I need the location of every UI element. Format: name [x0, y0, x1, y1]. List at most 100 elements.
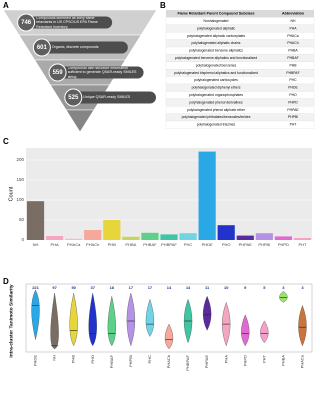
bar: [160, 234, 178, 240]
table-cell: polyhalogenated carbocycles: [194, 78, 238, 82]
funnel-count: 601: [37, 45, 48, 51]
funnel-text-box: Compounds with structure information suf…: [67, 66, 137, 79]
x-tick-label: PHDE: [33, 355, 38, 366]
count-label: 97: [52, 285, 57, 290]
x-tick-label: PHDE: [202, 242, 213, 247]
x-tick-label: PHO: [90, 355, 95, 364]
table-cell: polyhalogenated benzene aliphatics and f…: [175, 56, 257, 60]
x-tick-label: PHBPAF: [161, 242, 177, 247]
table-cell: Nonhalogenated: [204, 19, 229, 23]
table-cell: polyhalogenated aliphatic: [197, 26, 236, 30]
x-tick-label: PHB: [71, 355, 76, 364]
x-tick-label: PHT: [261, 354, 266, 363]
table-cell: NH: [291, 19, 296, 23]
table-cell: PHDE: [288, 86, 298, 90]
panel-label: C: [3, 137, 9, 146]
count-label: 9: [244, 285, 247, 290]
table-cell: PHBA: [288, 49, 298, 53]
bar: [217, 225, 235, 240]
x-tick-label: PHACa: [300, 354, 305, 368]
x-tick-label: PHBPAF: [185, 354, 190, 370]
count-label: 221: [32, 285, 39, 290]
x-tick-label: PHPBI: [128, 355, 133, 367]
table-cell: PHT: [290, 123, 297, 127]
x-tick-label: PHBAF: [109, 354, 114, 368]
count-label: 11: [205, 285, 210, 290]
y-tick-label: 200: [16, 157, 24, 162]
count-label: 17: [148, 285, 153, 290]
x-tick-label: PHBA: [125, 242, 136, 247]
x-tick-label: PHC: [184, 242, 193, 247]
count-label: 5: [263, 285, 266, 290]
funnel-badge: [32, 38, 51, 57]
y-tick-label: 0: [21, 237, 24, 242]
table-row-bg: [165, 120, 315, 129]
table-cell: polyhalogenated benzenes: [196, 63, 237, 67]
x-tick-label: PHT: [298, 242, 307, 247]
table-cell: polyhalogenated aliphatic carboxylates: [187, 34, 246, 38]
count-label: 50: [71, 285, 76, 290]
count-label: 37: [91, 285, 96, 290]
funnel-count: 525: [68, 95, 79, 101]
count-label: 17: [129, 285, 134, 290]
funnel-text-box: Organic, discrete compounds: [51, 45, 99, 50]
table-cell: PHPBI: [288, 115, 298, 119]
bar: [255, 233, 273, 240]
funnel-text: Unique QSAR-ready SMILES: [83, 95, 131, 100]
violin: [241, 314, 250, 347]
table-cell: PHACh: [287, 41, 298, 45]
table-cell: polyhalogenated organophosphates: [189, 93, 243, 97]
funnel-count: 559: [53, 70, 64, 76]
x-tick-label: PHO: [222, 242, 231, 247]
x-tick-label: PHBAF: [143, 242, 157, 247]
panel-label: A: [3, 1, 9, 10]
count-label: 10: [224, 285, 229, 290]
violin: [260, 320, 269, 343]
x-tick-label: PHPAE: [204, 355, 209, 369]
funnel-band: [73, 91, 156, 104]
x-tick-label: PHBA: [280, 355, 285, 366]
x-tick-label: PHA: [50, 242, 59, 247]
table-cell: PHO: [289, 93, 297, 97]
bar: [122, 236, 140, 240]
count-label: 3: [282, 285, 285, 290]
bar: [274, 236, 292, 240]
table-cell: polyhalogenated diphenyl ethers: [192, 86, 241, 90]
funnel-text: Organic, discrete compounds: [51, 45, 99, 50]
violin: [69, 293, 78, 347]
x-tick-label: PHACh: [86, 242, 99, 247]
x-tick-label: PHACh: [166, 355, 171, 368]
table-cell: polyhalogenated triazines: [197, 123, 236, 127]
y-tick-label: 100: [16, 197, 24, 202]
violin: [31, 289, 40, 340]
y-tick-label: 150: [16, 177, 24, 182]
violin: [279, 291, 288, 303]
x-tick-label: PHPD: [242, 355, 247, 366]
violin: [164, 323, 174, 350]
y-axis-label: Count: [8, 186, 14, 201]
funnel-band: [26, 16, 113, 29]
x-tick-label: PHPBI: [258, 242, 270, 247]
funnel-text: Compounds with structure information suf…: [67, 66, 137, 79]
table-cell: PHA: [290, 26, 298, 30]
x-tick-label: PHB: [108, 242, 117, 247]
funnel-badge: [48, 63, 67, 82]
bar: [103, 220, 121, 240]
x-tick-label: NH: [33, 242, 39, 247]
table-cell: polyhalogenated bisphenol aliphatics and…: [174, 71, 258, 75]
table-cell: PHPAE: [287, 108, 299, 112]
funnel-count: 746: [21, 20, 32, 26]
bar: [26, 201, 45, 240]
table-cell: PHACa: [287, 34, 298, 38]
table-cell: polyhalogenated phthalates/benzoates/imi…: [182, 115, 251, 119]
bar: [236, 235, 254, 240]
table-cell: PHBAF: [287, 56, 298, 60]
table-cell: polyhalogenated aliphatic chains: [191, 41, 240, 45]
bar: [179, 233, 197, 240]
table-cell: PHB: [290, 63, 298, 67]
funnel-badge: [17, 13, 36, 32]
x-tick-label: PHPAE: [239, 242, 253, 247]
table-cell: PHC: [289, 78, 297, 82]
